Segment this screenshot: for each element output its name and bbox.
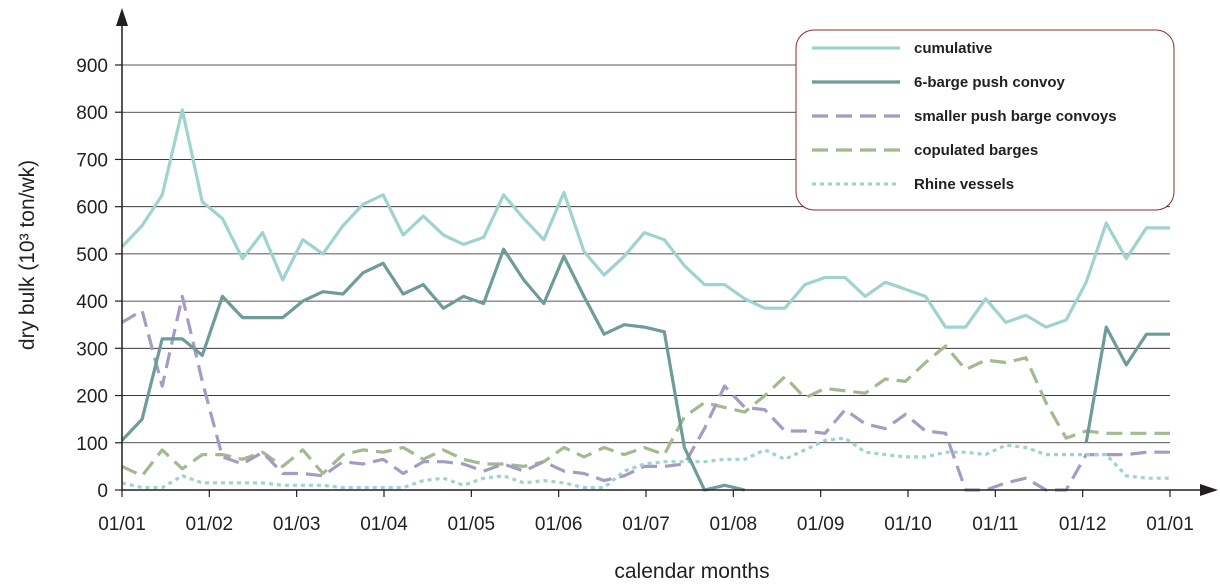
y-tick-label: 400 xyxy=(76,292,108,313)
series-line-copulated-barges xyxy=(121,344,1170,478)
y-axis-arrow xyxy=(116,8,128,26)
legend-label: Rhine vessels xyxy=(914,176,1014,193)
series-line-6-barge-push-convoy xyxy=(120,247,746,492)
y-axis-title: dry bulk (10³ ton/wk) xyxy=(16,160,39,350)
y-tick-label: 700 xyxy=(76,150,108,171)
legend-box xyxy=(795,29,1175,211)
series-line-rhine-vessels xyxy=(121,436,1170,490)
x-tick-label: 01/09 xyxy=(797,514,845,535)
x-tick-label: 01/05 xyxy=(448,514,496,535)
x-tick-label: 01/08 xyxy=(710,514,758,535)
x-tick-label: 01/01 xyxy=(1146,514,1194,535)
x-tick-label: 01/06 xyxy=(535,514,583,535)
x-axis-title: calendar months xyxy=(614,560,769,583)
series-lines xyxy=(120,108,1170,492)
x-tick-label: 01/03 xyxy=(273,514,321,535)
y-tick-label: 0 xyxy=(97,481,108,502)
y-tick-label: 100 xyxy=(76,434,108,455)
legend-label: smaller push barge convoys xyxy=(914,108,1117,125)
y-tick-label: 900 xyxy=(76,56,108,77)
legend: cumulative 6-barge push convoy smaller pus… xyxy=(795,29,1175,211)
x-tick-label: 01/02 xyxy=(186,514,234,535)
y-tick-label: 300 xyxy=(76,339,108,360)
x-tick-label: 01/11 xyxy=(972,514,1018,535)
legend-label: 6-barge push convoy xyxy=(914,74,1066,91)
series-line-6-barge-push-convoy xyxy=(1084,325,1170,444)
x-tick-labels: 01/01 01/02 01/03 01/04 01/05 01/06 01/07 01/08… xyxy=(98,490,1194,535)
y-tick-label: 800 xyxy=(76,103,108,124)
legend-label: cumulative xyxy=(914,40,992,57)
x-tick-label: 01/12 xyxy=(1059,514,1107,535)
series-line-cumulative xyxy=(120,108,1170,329)
axes xyxy=(116,8,1218,496)
y-tick-label: 200 xyxy=(76,387,108,408)
y-tick-label: 500 xyxy=(76,245,108,266)
x-tick-label: 01/07 xyxy=(622,514,670,535)
x-tick-label: 01/10 xyxy=(884,514,932,535)
y-tick-labels: 0 100 200 300 400 500 600 700 800 900 xyxy=(76,56,108,502)
series-line-smaller-push-barge-convoys xyxy=(121,294,1170,492)
x-tick-label: 01/01 xyxy=(98,514,146,535)
x-tick-label: 01/04 xyxy=(360,514,408,535)
legend-label: copulated barges xyxy=(914,142,1038,159)
y-tick-label: 600 xyxy=(76,198,108,219)
x-axis-arrow xyxy=(1200,484,1218,496)
